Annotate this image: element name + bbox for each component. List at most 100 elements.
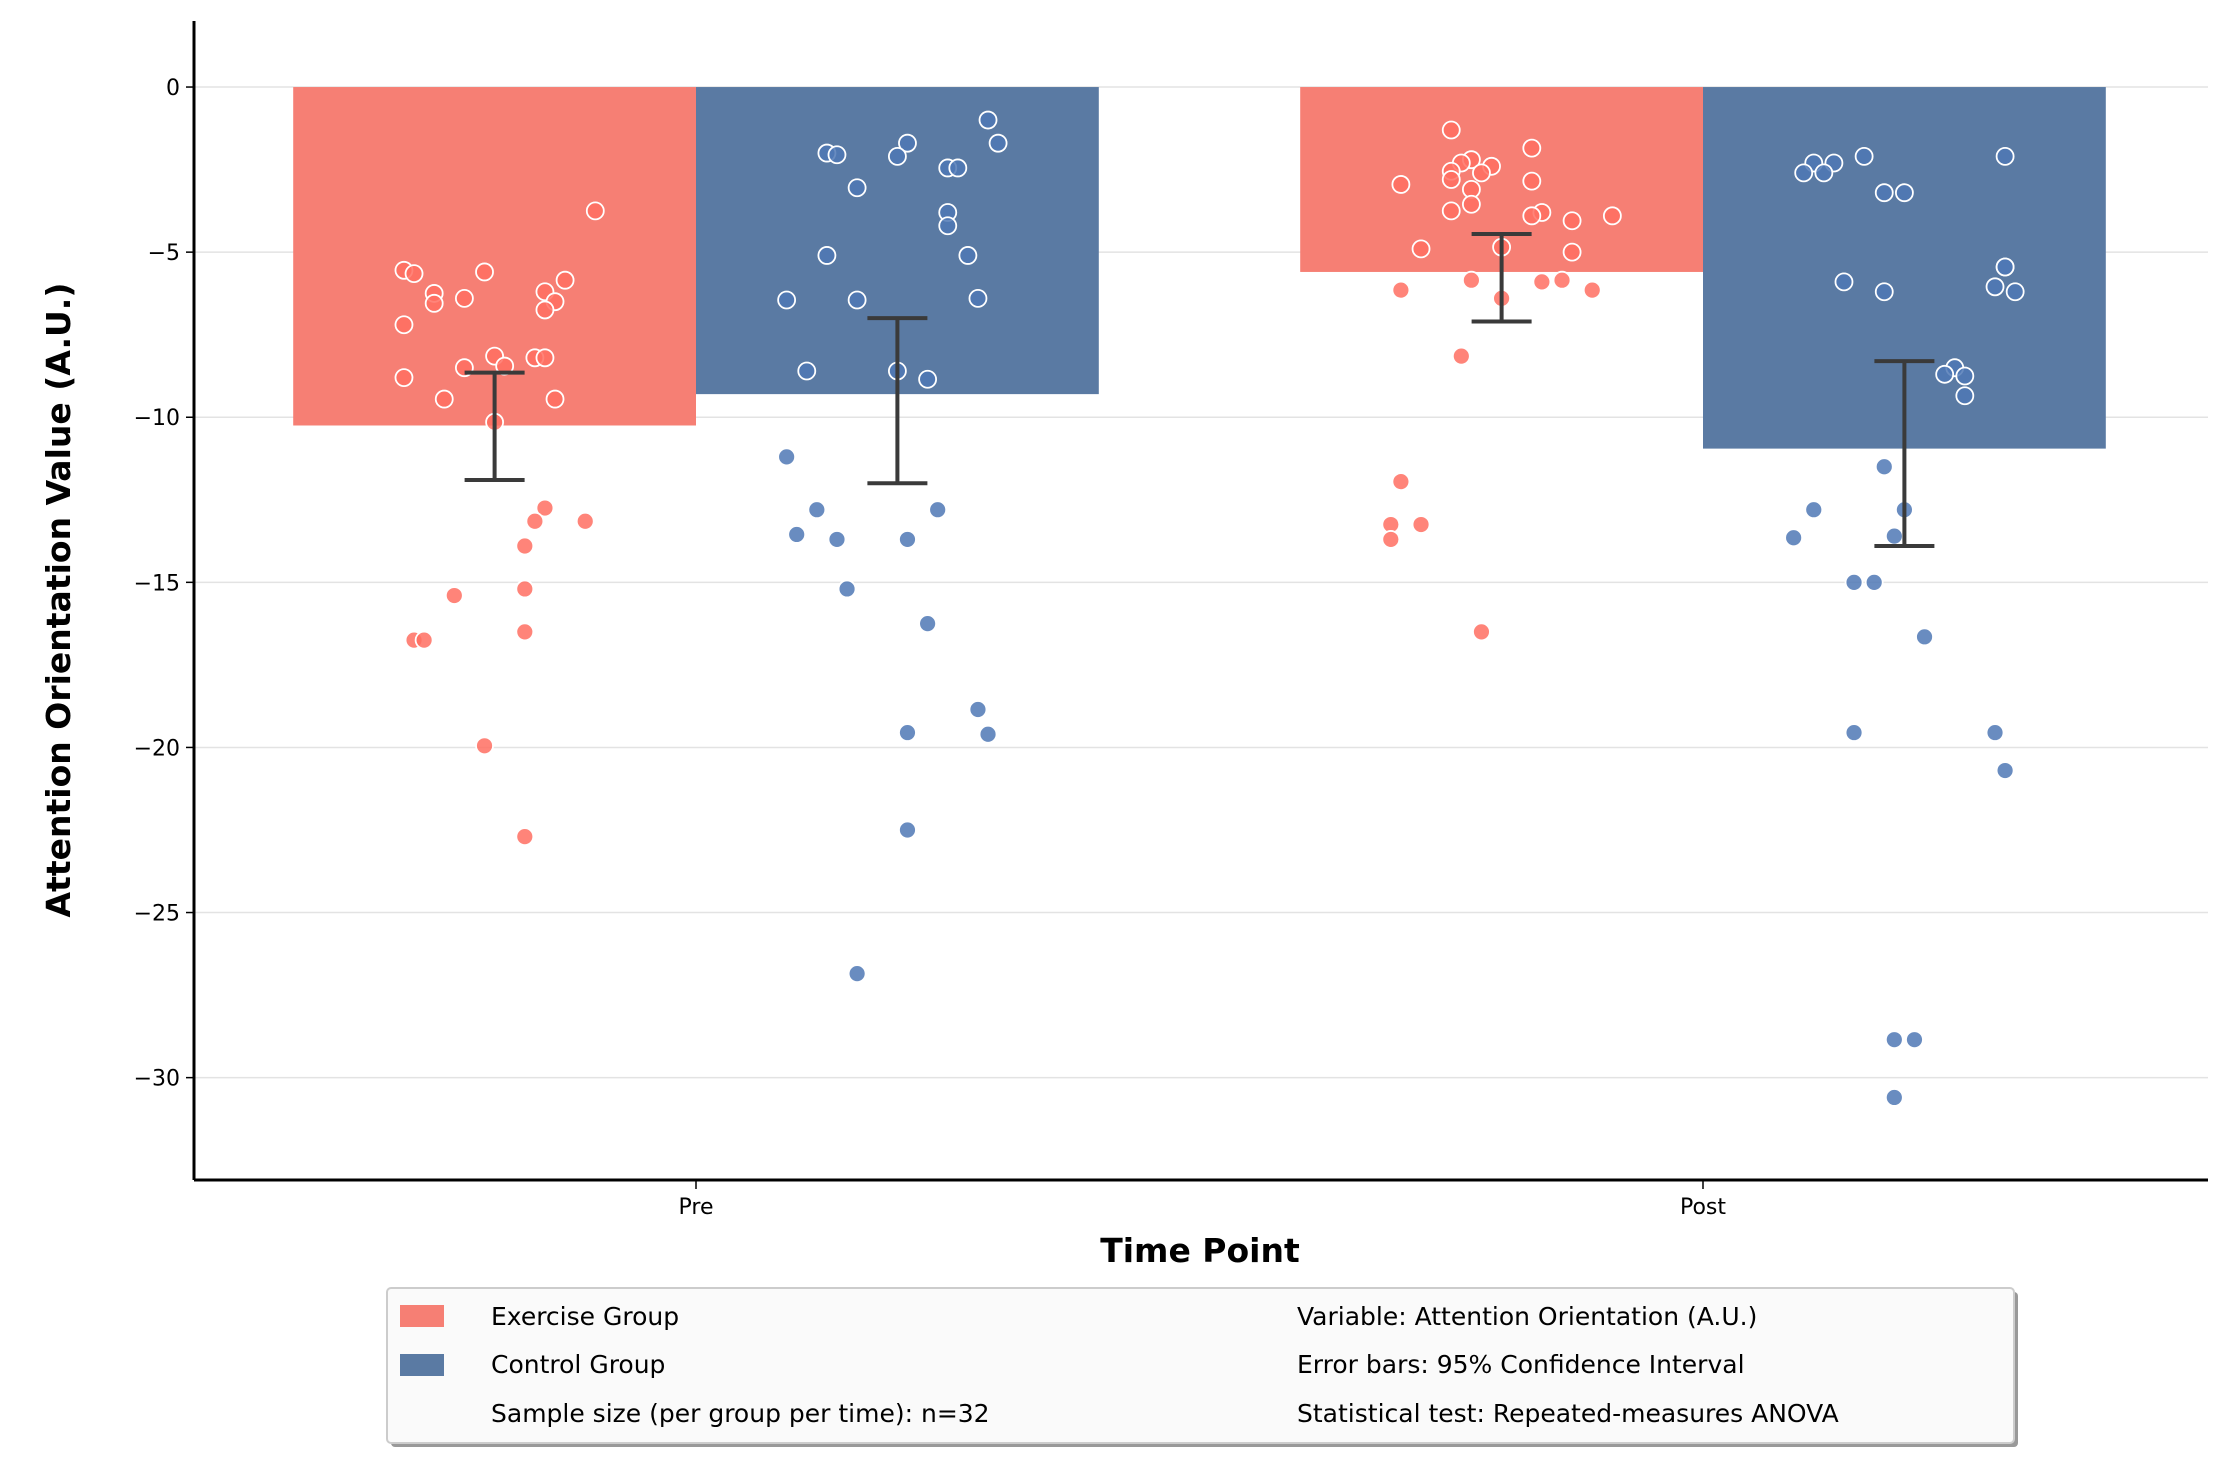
data-points [394, 110, 2025, 1107]
data-point [444, 586, 464, 605]
error-bars [464, 231, 1935, 549]
legend-swatch-control [400, 1354, 444, 1376]
y-axis-label: Attention Orientation Value (A.U.) [39, 283, 78, 918]
data-point [414, 630, 434, 650]
data-point [1411, 239, 1431, 259]
data-point [1955, 386, 1975, 406]
legend: Exercise Group Control Group Sample size… [386, 1287, 2018, 1447]
data-point [1451, 346, 1471, 366]
legend-label-control: Control Group [491, 1350, 665, 1379]
data-point [978, 110, 998, 130]
data-point [515, 622, 535, 642]
data-point [827, 145, 847, 165]
data-point [515, 536, 535, 556]
data-point [1582, 280, 1602, 300]
data-point [535, 348, 555, 368]
data-point [1995, 761, 2015, 780]
data-point [1854, 146, 1874, 166]
y-tick-label: −10 [134, 406, 180, 431]
data-point [968, 288, 988, 308]
data-point [978, 724, 998, 744]
data-point [918, 369, 938, 389]
data-point [1874, 183, 1894, 203]
data-point [404, 264, 424, 284]
data-point [847, 964, 867, 984]
data-point [1552, 270, 1572, 290]
data-point [988, 133, 1008, 153]
y-tick-label: −20 [134, 736, 180, 761]
data-point [555, 270, 575, 290]
data-point [515, 827, 535, 846]
y-tick-label: −5 [148, 241, 180, 266]
data-point [2005, 282, 2025, 302]
data-point [1391, 472, 1411, 492]
data-point [1461, 194, 1481, 214]
data-point [1834, 272, 1854, 292]
data-point [817, 246, 837, 265]
data-point [1784, 528, 1804, 548]
data-point [1895, 183, 1914, 203]
data-point [898, 820, 917, 840]
data-point [1884, 526, 1904, 546]
y-tick-label: −25 [134, 902, 180, 927]
legend-swatch-exercise [400, 1305, 444, 1327]
data-point [575, 511, 595, 531]
data-point [434, 389, 454, 409]
data-point [1562, 211, 1582, 231]
data-point [394, 368, 414, 388]
data-point [515, 579, 535, 599]
data-point [1411, 515, 1431, 534]
data-point [475, 736, 494, 756]
data-point [1562, 242, 1582, 262]
data-point [948, 158, 968, 178]
data-point [1804, 500, 1824, 520]
data-point [918, 614, 938, 634]
data-point [898, 530, 917, 549]
data-point [958, 246, 978, 265]
data-point [454, 288, 474, 308]
x-tick-label: Post [1680, 1195, 1726, 1220]
data-point [1844, 572, 1864, 592]
data-point [777, 290, 797, 310]
bar-exercise-group-pre [293, 87, 696, 426]
data-point [827, 530, 847, 549]
data-point [1905, 1030, 1924, 1050]
data-point [525, 511, 545, 531]
data-point [1441, 201, 1461, 221]
legend-label-exercise: Exercise Group [491, 1302, 679, 1331]
y-tick-label: −15 [134, 571, 180, 596]
data-point [1391, 175, 1411, 194]
data-point [1874, 282, 1894, 302]
data-point [797, 361, 817, 381]
data-point [1884, 1030, 1904, 1050]
data-point [1532, 272, 1552, 292]
data-point [968, 700, 988, 719]
legend-note-variable: Variable: Attention Orientation (A.U.) [1297, 1302, 1757, 1331]
data-point [1915, 627, 1934, 647]
axes: 0 −5 −10 −15 −20 −25 −30 Pre Post [134, 21, 2208, 1220]
data-point [787, 525, 807, 544]
data-point [1441, 170, 1461, 189]
data-point [585, 201, 605, 221]
data-point [1472, 163, 1491, 183]
data-point [1794, 163, 1814, 183]
data-point [1381, 530, 1401, 549]
data-point [535, 300, 555, 320]
data-point [1995, 146, 2015, 166]
data-point [938, 216, 958, 236]
data-point [1864, 572, 1884, 592]
data-point [545, 389, 565, 409]
x-tick-label: Pre [679, 1195, 714, 1220]
data-point [1522, 206, 1542, 226]
y-tick-label: −30 [134, 1067, 180, 1092]
data-point [888, 146, 907, 166]
data-point [1522, 171, 1542, 191]
data-point [394, 315, 414, 335]
data-point [424, 293, 444, 313]
data-point [1472, 622, 1491, 642]
data-point [475, 262, 494, 282]
legend-note-statistical-test: Statistical test: Repeated-measures ANOV… [1297, 1399, 1839, 1428]
data-point [1935, 364, 1955, 384]
legend-note-error-bars: Error bars: 95% Confidence Interval [1297, 1350, 1745, 1379]
